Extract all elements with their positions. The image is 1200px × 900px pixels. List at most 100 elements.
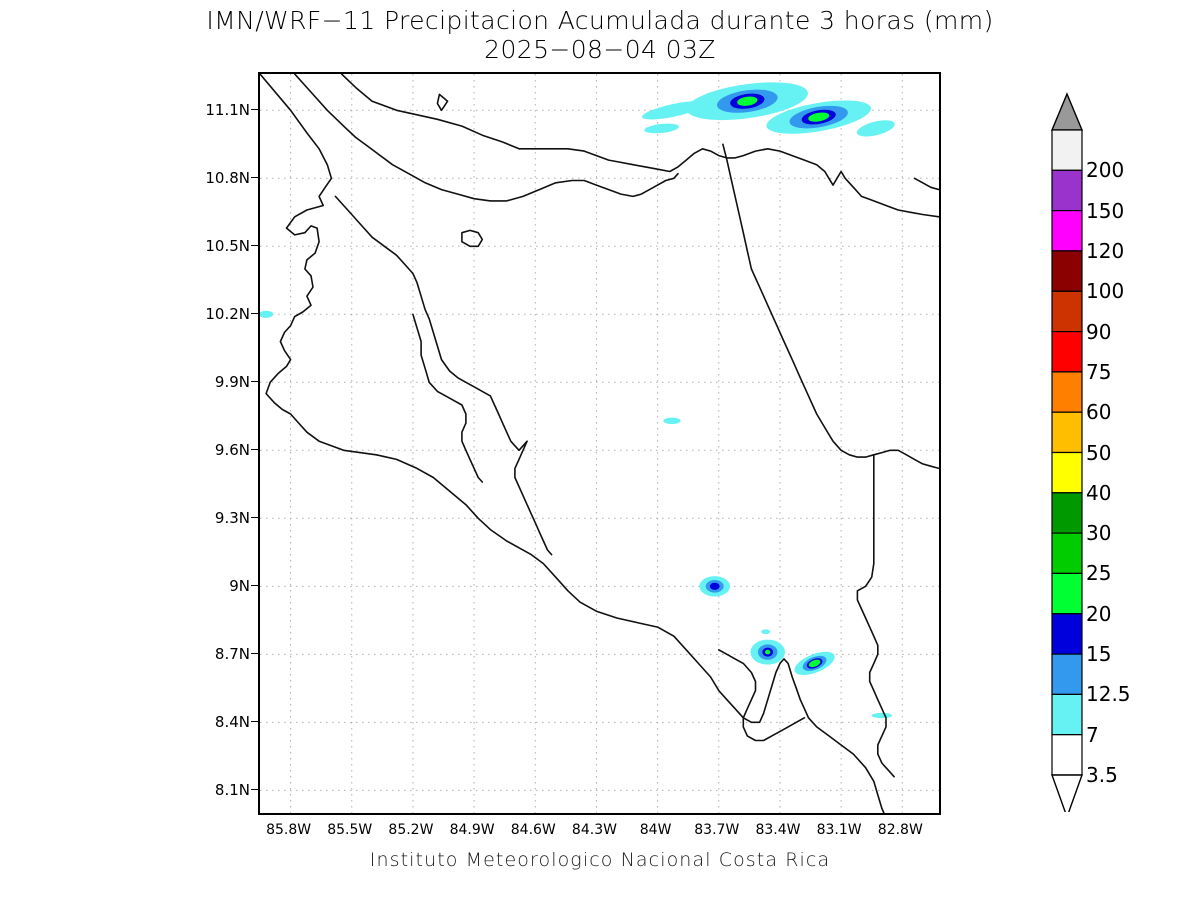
- latitude-tick-label: 8.4N: [214, 713, 250, 732]
- longitude-tick-label: 85.2W: [388, 822, 434, 838]
- precip-contour-band: [737, 96, 758, 106]
- coastline-path: [461, 229, 484, 248]
- longitude-tick-label: 85.5W: [327, 822, 373, 838]
- panama-border-cell-blob: [794, 651, 835, 676]
- golfo-dulce-cell-blob: [750, 639, 785, 665]
- colorbar-band: [1051, 371, 1083, 413]
- latitude-tick-mark: [251, 585, 258, 587]
- precipitation-contours: [260, 82, 895, 719]
- chart-title-block: IMN/WRF−11 Precipitacion Acumulada duran…: [0, 6, 1200, 64]
- colorbar-canvas: [1050, 92, 1084, 812]
- colorbar-band: [1051, 653, 1083, 695]
- longitude-tick-label: 83.4W: [755, 822, 801, 838]
- longitude-tick-label: 85.8W: [266, 822, 312, 838]
- colorbar-band: [1051, 411, 1083, 454]
- latitude-tick-label: 9.6N: [214, 441, 250, 460]
- pacific-speck-nicoya-blob: [260, 310, 274, 318]
- coastline-path: [334, 195, 430, 320]
- caribbean-speck-south-blob: [871, 712, 893, 719]
- colorbar-tick-label: 20: [1086, 601, 1112, 626]
- colorbar-tick-label: 120: [1086, 238, 1125, 263]
- coastline-path: [340, 74, 939, 218]
- colorbar-band: [1051, 169, 1083, 212]
- colorbar-band: [1051, 693, 1083, 736]
- precip-contour-band: [856, 120, 895, 137]
- longitude-tick-label: 84.3W: [571, 822, 617, 838]
- latitude-tick-label: 9.9N: [214, 373, 250, 392]
- map-plot-area[interactable]: [258, 72, 941, 815]
- caribbean-streak-nw-blob: [641, 101, 706, 120]
- colorbar-tick-label: 60: [1086, 400, 1112, 425]
- gridlines-group: [260, 74, 939, 813]
- latitude-tick-label: 8.1N: [214, 781, 250, 800]
- page-title: IMN/WRF−11 Precipitacion Acumulada duran…: [206, 6, 994, 35]
- longitude-tick-label: 84.9W: [449, 822, 495, 838]
- latitude-tick-mark: [251, 381, 258, 383]
- longitude-tick-label: 83.1W: [816, 822, 862, 838]
- precipitation-colorbar[interactable]: 200 150 120 100 90 75 60 50 40 30 25 20 15 12.5 7 3.5: [1050, 92, 1195, 812]
- golfo-dulce-speck-blob: [761, 629, 771, 634]
- precip-contour-band: [641, 101, 706, 120]
- colorbar-band: [1051, 532, 1083, 575]
- coastline-path: [722, 143, 939, 470]
- colorbar-band: [1051, 451, 1083, 494]
- coastline-path: [718, 649, 806, 742]
- colorbar-tick-label: 3.5: [1086, 763, 1118, 787]
- coastline-path: [436, 93, 449, 112]
- colorbar-tick-label: 15: [1086, 642, 1112, 667]
- colorbar-tick-label: 7: [1086, 722, 1099, 747]
- latitude-tick-mark: [251, 109, 258, 111]
- coastline-borders: [260, 74, 939, 813]
- longitude-tick-label: 83.7W: [694, 822, 740, 838]
- latitude-tick-label: 10.5N: [205, 237, 250, 256]
- map-canvas: [260, 74, 939, 813]
- colorbar-band: [1051, 613, 1083, 655]
- latitude-tick-mark: [251, 653, 258, 655]
- colorbar-tick-label: 50: [1086, 440, 1112, 465]
- precip-contour-band: [644, 123, 679, 134]
- central-speck-blob: [663, 417, 681, 424]
- precip-contour-band: [709, 582, 720, 590]
- coastline-path: [913, 177, 939, 191]
- coastline-path: [412, 313, 484, 483]
- coastline-path: [428, 318, 553, 556]
- precip-contour-band: [808, 112, 830, 122]
- caribbean-cell-west-blob: [686, 82, 808, 121]
- page-subtitle: 2025−08−04 03Z: [484, 35, 716, 64]
- colorbar-bottom-arrow: [1051, 774, 1083, 812]
- longitude-axis-labels: 85.8W 85.5W 85.2W 84.9W 84.6W 84.3W 84W 83.7W 83…: [258, 822, 941, 846]
- latitude-tick-mark: [251, 177, 258, 179]
- colorbar-tick-label: 100: [1086, 279, 1125, 304]
- latitude-tick-mark: [251, 789, 258, 791]
- longitude-tick-label: 82.8W: [877, 822, 923, 838]
- footer-credit: Instituto Meteorologico Nacional Costa R…: [369, 849, 831, 871]
- coastal-cell-9n-blob: [699, 576, 730, 597]
- latitude-tick-label: 9N: [229, 577, 250, 596]
- latitude-axis-labels: 11.1N 10.8N 10.5N 10.2N 9.9N 9.6N 9.3N 9N 8.7N 8.…: [150, 72, 258, 815]
- latitude-tick-mark: [251, 721, 258, 723]
- latitude-tick-mark: [251, 245, 258, 247]
- precip-contour-band: [761, 629, 771, 634]
- precip-contour-band: [260, 310, 274, 318]
- latitude-tick-mark: [251, 517, 258, 519]
- colorbar-tick-label: 200: [1086, 158, 1125, 183]
- coastline-path: [260, 74, 885, 813]
- longitude-tick-label: 84W: [639, 822, 672, 838]
- caribbean-patch-sw-blob: [644, 123, 679, 134]
- precip-contour-band: [871, 712, 893, 719]
- coastline-path: [856, 454, 895, 778]
- latitude-tick-mark: [251, 449, 258, 451]
- coastline-path: [293, 74, 679, 202]
- caribbean-cell-east-blob: [766, 100, 871, 134]
- precip-contour-band: [808, 659, 821, 668]
- precip-contour-band: [663, 417, 681, 424]
- colorbar-tick-label: 90: [1086, 319, 1112, 344]
- colorbar-tick-label: 40: [1086, 480, 1112, 505]
- latitude-tick-label: 11.1N: [205, 101, 250, 120]
- colorbar-band: [1051, 209, 1083, 252]
- colorbar-band: [1051, 331, 1083, 373]
- colorbar-tick-label: 25: [1086, 561, 1112, 586]
- colorbar-band: [1051, 492, 1083, 534]
- colorbar-band: [1051, 250, 1083, 292]
